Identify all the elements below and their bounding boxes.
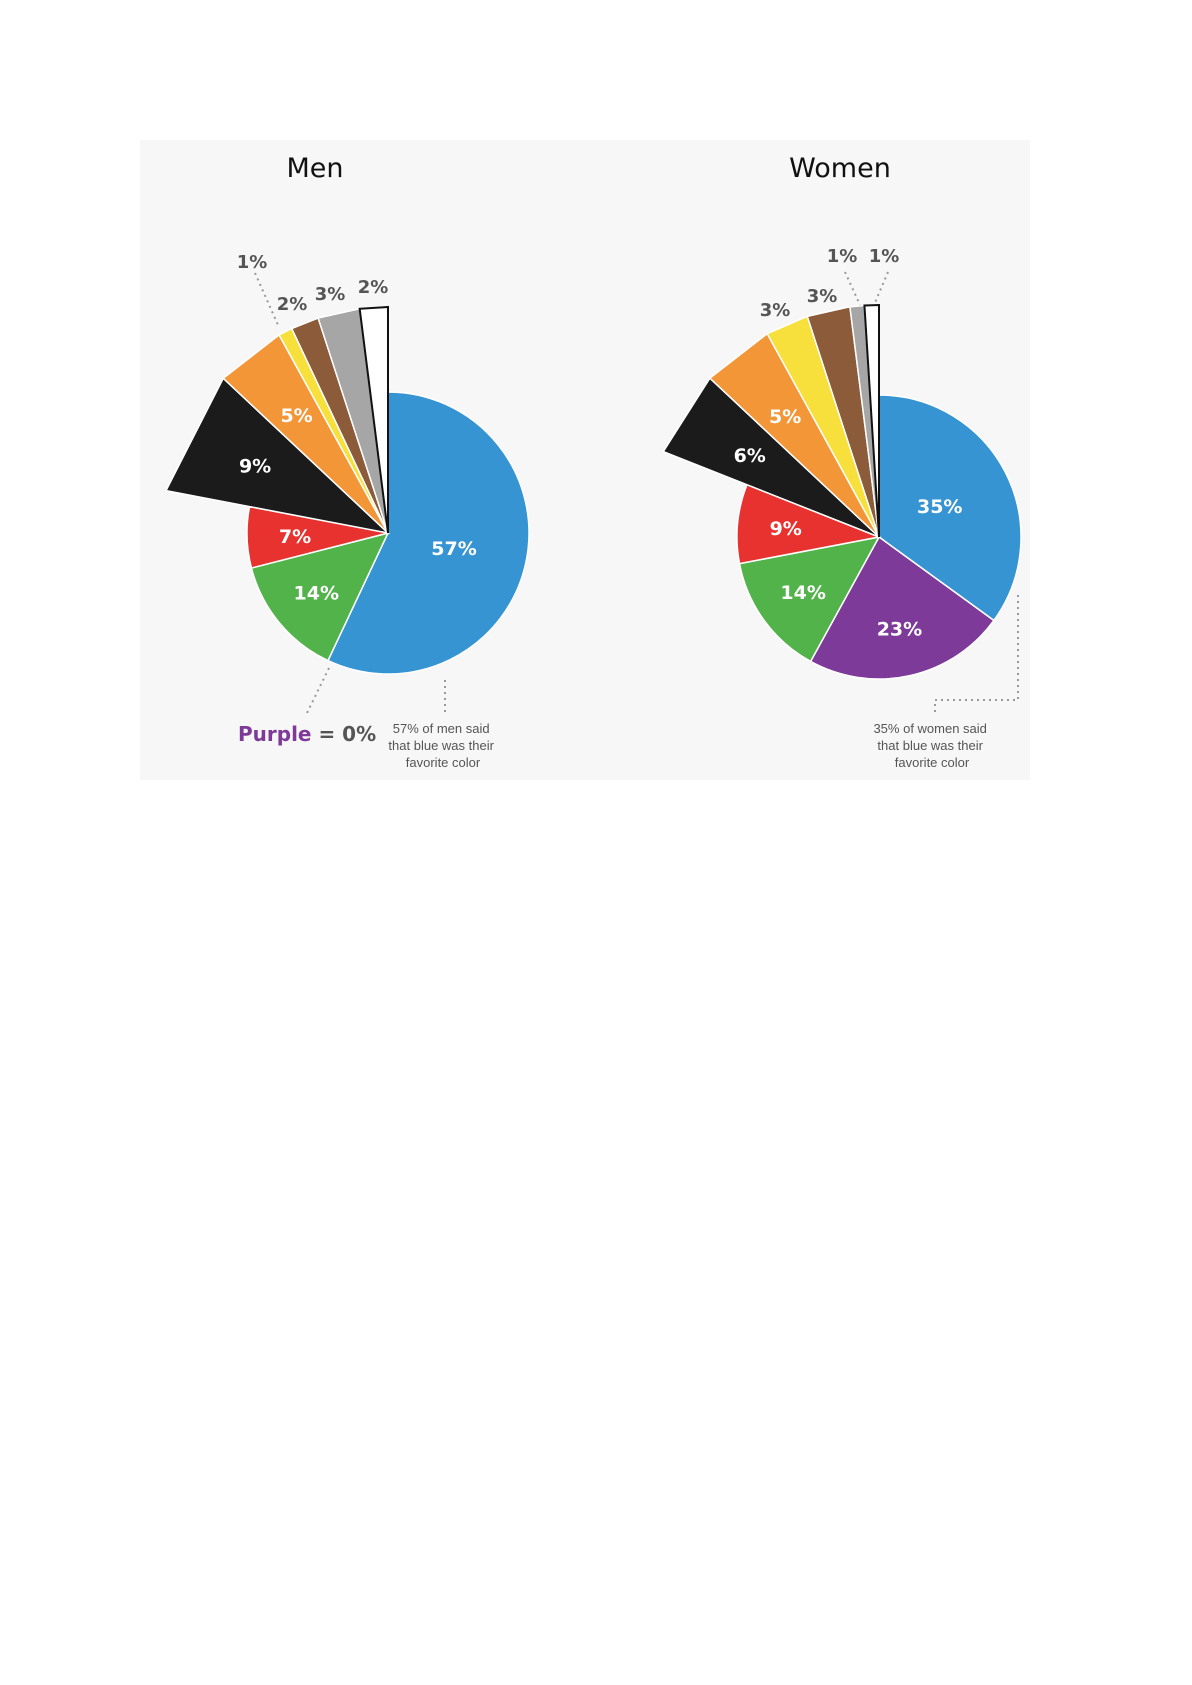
men-slice-label-8: 2% (358, 277, 389, 298)
women-slice-label-0: 35% (917, 496, 962, 518)
women-slice-2 (738, 535, 881, 663)
men-slice-label-0: 57% (431, 538, 476, 560)
men-slice-label-5: 1% (237, 252, 268, 273)
men-slice-label-3: 9% (239, 455, 271, 477)
women-pie-chart: Women 35% 23% 14% 9% 6%5% 3% 3% 1% 1% 35% of wom… (662, 153, 1022, 770)
men-slice-label-6: 2% (277, 294, 308, 315)
women-chart-title: Women (789, 153, 891, 184)
women-white-leader (873, 271, 889, 306)
men-slice-labels: 57% 14% 7% 9% 5% 1% 2% 3% 2% (237, 252, 477, 604)
women-grey-leader (844, 271, 861, 306)
women-slice-label-3: 9% (770, 518, 802, 540)
women-slice-label-8: 1% (827, 246, 858, 267)
women-slice-label-6: 3% (760, 300, 791, 321)
women-slice-1 (809, 535, 995, 680)
purple-leader (306, 667, 330, 714)
women-slice-label-4: 6% (734, 445, 766, 467)
women-blue-note: 35% of women said that blue was their fa… (873, 721, 990, 770)
men-note-line-2: that blue was their (388, 738, 494, 753)
women-slice-labels: 35% 23% 14% 9% 6%5% 3% 3% 1% 1% (734, 246, 963, 640)
purple-value: = 0% (312, 722, 377, 746)
men-note-line-3: favorite color (406, 755, 481, 770)
men-slice-label-1: 14% (294, 582, 339, 604)
men-slice-1 (250, 531, 390, 662)
men-note-line-1: 57% of men said (393, 721, 490, 736)
purple-zero-annotation: Purple = 0% (238, 722, 376, 746)
men-slice-0 (326, 391, 530, 675)
women-slice-0 (878, 394, 1022, 622)
men-slice-label-4: 5% (280, 405, 312, 427)
men-blue-note: 57% of men said that blue was their favo… (388, 721, 497, 770)
women-note-line-1: 35% of women said (873, 721, 986, 736)
women-slice-label-9: 1% (869, 246, 900, 267)
women-slice-9 (863, 303, 880, 538)
men-1pct-leader (254, 272, 279, 326)
women-slice-label-2: 14% (780, 582, 825, 604)
men-chart-title: Men (286, 153, 343, 184)
men-slice-8 (358, 305, 389, 534)
men-slices (164, 305, 530, 675)
men-slice-label-2: 7% (279, 526, 311, 548)
men-pie-chart: Men 57% 14% 7% 9% 5% 1% 2% 3% 2% Purple = 0% 57%… (164, 153, 530, 770)
women-slice-label-1: 23% (877, 618, 922, 640)
women-slices (662, 303, 1022, 680)
women-slice-3 (736, 483, 882, 565)
men-slice-label-7: 3% (315, 284, 346, 305)
women-slice-label-5: 5% (769, 406, 801, 428)
women-slice-label-7: 3% (807, 286, 838, 307)
women-note-line-3: favorite color (895, 755, 970, 770)
purple-word: Purple (238, 722, 312, 746)
women-note-line-2: that blue was their (877, 738, 983, 753)
